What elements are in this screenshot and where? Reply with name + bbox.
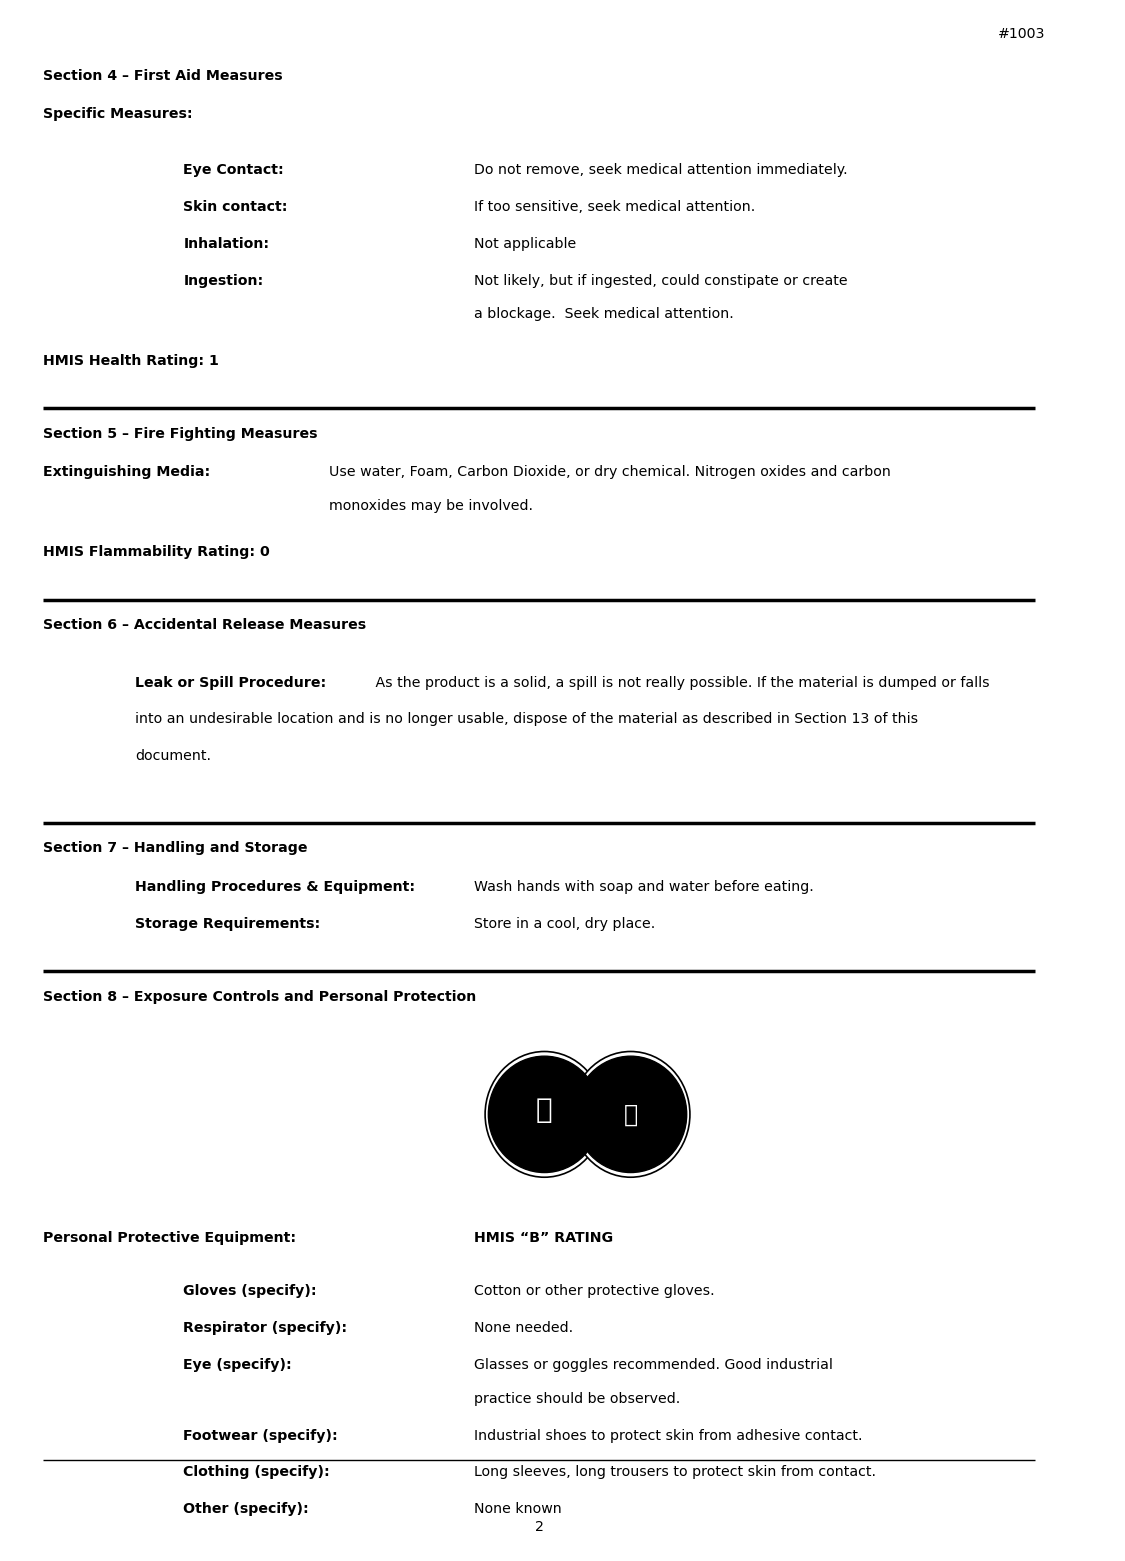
Text: HMIS “B” RATING: HMIS “B” RATING	[475, 1232, 613, 1246]
Text: None known: None known	[475, 1502, 562, 1516]
Text: Use water, Foam, Carbon Dioxide, or dry chemical. Nitrogen oxides and carbon: Use water, Foam, Carbon Dioxide, or dry …	[328, 465, 891, 479]
Text: Footwear (specify):: Footwear (specify):	[183, 1428, 338, 1442]
Text: HMIS Flammability Rating: 0: HMIS Flammability Rating: 0	[43, 545, 270, 559]
Text: As the product is a solid, a spill is not really possible. If the material is du: As the product is a solid, a spill is no…	[371, 676, 990, 690]
Text: Leak or Spill Procedure:: Leak or Spill Procedure:	[135, 676, 326, 690]
Text: Cotton or other protective gloves.: Cotton or other protective gloves.	[475, 1285, 716, 1299]
Text: Section 5 – Fire Fighting Measures: Section 5 – Fire Fighting Measures	[43, 426, 317, 440]
Text: Do not remove, seek medical attention immediately.: Do not remove, seek medical attention im…	[475, 162, 848, 176]
Text: document.: document.	[135, 749, 210, 763]
Text: Section 6 – Accidental Release Measures: Section 6 – Accidental Release Measures	[43, 618, 367, 632]
Text: Personal Protective Equipment:: Personal Protective Equipment:	[43, 1232, 296, 1246]
Text: Inhalation:: Inhalation:	[183, 237, 269, 251]
Text: Not applicable: Not applicable	[475, 237, 577, 251]
Text: practice should be observed.: practice should be observed.	[475, 1391, 681, 1405]
Text: monoxides may be involved.: monoxides may be involved.	[328, 500, 533, 514]
Text: Extinguishing Media:: Extinguishing Media:	[43, 465, 210, 479]
Text: Not likely, but if ingested, could constipate or create: Not likely, but if ingested, could const…	[475, 273, 848, 287]
Text: Eye (specify):: Eye (specify):	[183, 1358, 292, 1372]
Text: Handling Procedures & Equipment:: Handling Procedures & Equipment:	[135, 880, 415, 894]
Text: If too sensitive, seek medical attention.: If too sensitive, seek medical attention…	[475, 200, 756, 214]
Text: Section 8 – Exposure Controls and Personal Protection: Section 8 – Exposure Controls and Person…	[43, 990, 476, 1004]
Text: Storage Requirements:: Storage Requirements:	[135, 916, 320, 930]
Text: Other (specify):: Other (specify):	[183, 1502, 309, 1516]
Text: Specific Measures:: Specific Measures:	[43, 108, 192, 122]
Text: Section 7 – Handling and Storage: Section 7 – Handling and Storage	[43, 841, 307, 855]
Text: HMIS Health Rating: 1: HMIS Health Rating: 1	[43, 353, 219, 367]
Text: Glasses or goggles recommended. Good industrial: Glasses or goggles recommended. Good ind…	[475, 1358, 834, 1372]
Text: into an undesirable location and is no longer usable, dispose of the material as: into an undesirable location and is no l…	[135, 712, 918, 726]
Text: Eye Contact:: Eye Contact:	[183, 162, 284, 176]
Text: Clothing (specify):: Clothing (specify):	[183, 1466, 330, 1480]
Text: None needed.: None needed.	[475, 1321, 574, 1335]
Ellipse shape	[572, 1052, 690, 1177]
Ellipse shape	[485, 1052, 604, 1177]
Text: Store in a cool, dry place.: Store in a cool, dry place.	[475, 916, 656, 930]
Text: a blockage.  Seek medical attention.: a blockage. Seek medical attention.	[475, 308, 735, 322]
Text: Long sleeves, long trousers to protect skin from contact.: Long sleeves, long trousers to protect s…	[475, 1466, 876, 1480]
Text: Section 4 – First Aid Measures: Section 4 – First Aid Measures	[43, 69, 282, 83]
Ellipse shape	[575, 1057, 686, 1172]
Text: 🥽: 🥽	[623, 1102, 638, 1127]
Text: #1003: #1003	[998, 27, 1045, 41]
Text: Gloves (specify):: Gloves (specify):	[183, 1285, 317, 1299]
Text: Wash hands with soap and water before eating.: Wash hands with soap and water before ea…	[475, 880, 814, 894]
Text: 2: 2	[534, 1520, 543, 1533]
Text: Industrial shoes to protect skin from adhesive contact.: Industrial shoes to protect skin from ad…	[475, 1428, 863, 1442]
Text: Skin contact:: Skin contact:	[183, 200, 288, 214]
Text: Respirator (specify):: Respirator (specify):	[183, 1321, 348, 1335]
Text: Ingestion:: Ingestion:	[183, 273, 263, 287]
Text: ✋: ✋	[537, 1096, 552, 1124]
Ellipse shape	[488, 1057, 601, 1172]
